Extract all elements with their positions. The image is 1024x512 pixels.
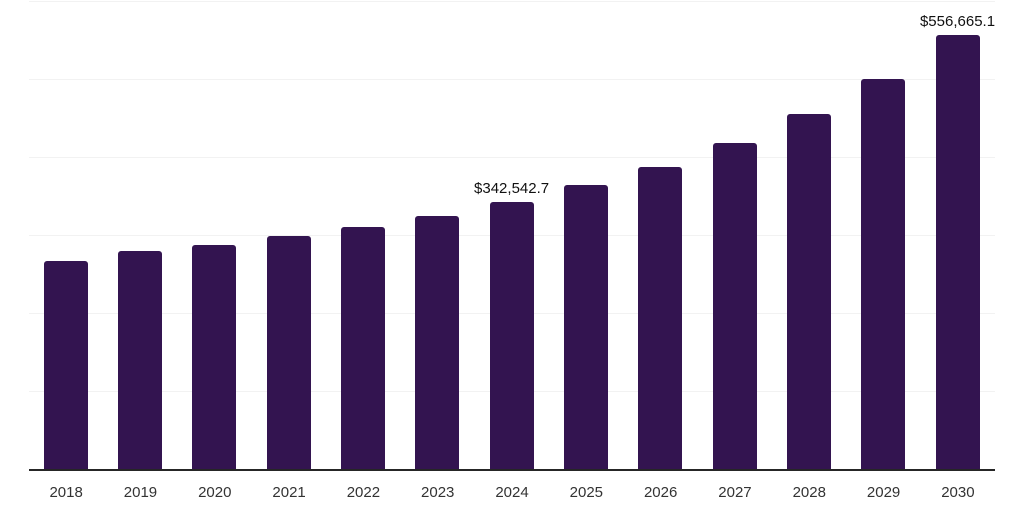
bar-band	[177, 1, 251, 469]
bar	[192, 244, 237, 469]
x-axis-tick-label: 2028	[792, 484, 826, 501]
bar	[564, 184, 609, 469]
bar-band	[29, 1, 103, 469]
x-axis-tick-label: 2025	[569, 484, 604, 501]
bar	[638, 166, 683, 469]
bar	[786, 113, 831, 469]
x-axis-tick-label: 2020	[198, 484, 232, 501]
data-label: $556,665.1	[919, 12, 996, 30]
bar-band	[697, 1, 771, 469]
x-axis-tick-label: 2019	[123, 484, 158, 501]
gridline	[29, 157, 995, 159]
bar	[266, 235, 311, 469]
bar	[414, 215, 459, 469]
bar	[935, 34, 980, 469]
bar-band: $556,665.1	[920, 1, 995, 469]
data-label: $342,542.7	[474, 179, 550, 197]
bar-band	[623, 1, 697, 469]
bars-row: $342,542.7 $556,665.1	[29, 1, 995, 469]
x-axis-tick-label: 2021	[272, 484, 306, 501]
x-axis-tick-label: 2029	[866, 484, 901, 501]
bar-band	[252, 1, 326, 469]
bar-band	[772, 1, 846, 469]
plot-area: $342,542.7 $556,665.1	[29, 1, 995, 471]
gridline	[29, 79, 995, 80]
bar	[712, 143, 757, 469]
bar-band	[549, 1, 623, 469]
x-axis-line	[29, 469, 995, 471]
bar-band	[400, 1, 474, 469]
bar-band: $342,542.7	[474, 1, 549, 469]
bar-band	[846, 1, 920, 469]
bar-band	[103, 1, 177, 469]
x-axis-tick-label: 2023	[421, 484, 455, 501]
bar	[118, 250, 163, 469]
x-axis-tick-label: 2024	[495, 484, 529, 501]
x-axis-tick-label: 2022	[346, 484, 381, 501]
bar	[340, 226, 385, 469]
bar-band	[326, 1, 400, 469]
bar	[489, 201, 534, 469]
x-axis-tick-label: 2018	[49, 484, 83, 501]
x-axis-tick-label: 2026	[643, 484, 678, 501]
x-axis-tick-labels: 2018 2019 2020 2021 2022 2023 2024 2025 2026 2027…	[29, 484, 995, 502]
gridline	[29, 1, 995, 2]
bar	[860, 78, 905, 469]
x-axis-tick-label: 2027	[718, 484, 752, 501]
bar	[44, 261, 89, 469]
x-axis-tick-label: 2030	[941, 484, 975, 501]
